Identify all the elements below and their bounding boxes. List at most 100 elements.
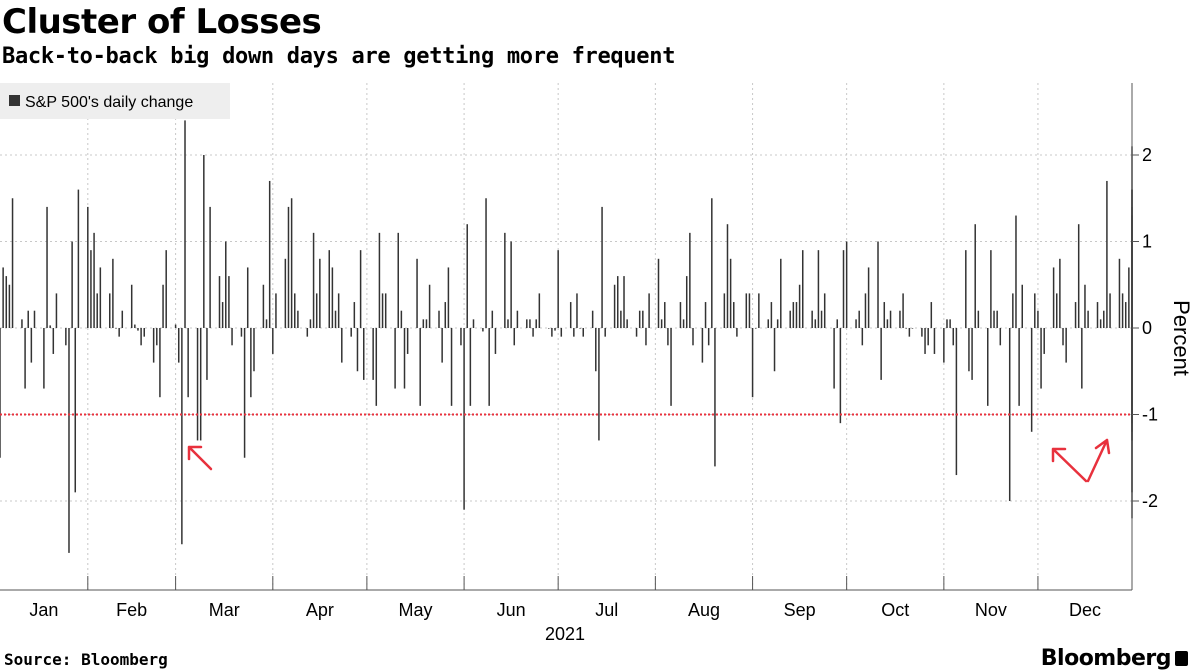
bar bbox=[406, 328, 409, 354]
bar bbox=[1074, 302, 1077, 328]
bar bbox=[416, 258, 418, 328]
bar bbox=[880, 328, 882, 380]
x-tick-label: Dec bbox=[1069, 600, 1101, 620]
bar bbox=[551, 328, 553, 337]
x-tick-label: Nov bbox=[975, 600, 1007, 620]
bar bbox=[297, 310, 299, 328]
bar bbox=[576, 293, 578, 328]
x-axis-year-label: 2021 bbox=[545, 624, 585, 644]
bar bbox=[595, 328, 597, 372]
bar bbox=[679, 302, 682, 328]
x-tick-label: Jun bbox=[497, 600, 526, 620]
annotation-arrow-march bbox=[187, 445, 213, 471]
bar bbox=[548, 328, 550, 329]
bar bbox=[745, 293, 748, 328]
bar bbox=[118, 328, 120, 337]
bar bbox=[987, 328, 989, 406]
bar bbox=[858, 310, 860, 328]
bar bbox=[372, 328, 374, 380]
bar bbox=[598, 328, 600, 441]
bar bbox=[908, 328, 911, 337]
y-tick-label: 1 bbox=[1142, 232, 1152, 252]
bar bbox=[974, 224, 976, 328]
bar bbox=[1118, 258, 1121, 328]
bar bbox=[726, 224, 729, 328]
bar bbox=[49, 325, 51, 328]
bar bbox=[331, 267, 334, 328]
bar bbox=[993, 310, 995, 328]
bar bbox=[159, 328, 161, 398]
bar bbox=[507, 319, 509, 328]
bar bbox=[670, 328, 672, 406]
bar bbox=[156, 328, 158, 346]
bar bbox=[375, 328, 378, 406]
bar bbox=[689, 232, 691, 328]
bar bbox=[0, 328, 1, 458]
bar bbox=[309, 319, 312, 328]
bar bbox=[460, 328, 462, 346]
bar bbox=[1128, 267, 1130, 328]
y-tick-label: -2 bbox=[1142, 491, 1158, 511]
bar bbox=[946, 319, 948, 328]
bar bbox=[1034, 293, 1036, 328]
bar bbox=[836, 319, 838, 328]
source-note: Source: Bloomberg bbox=[4, 650, 168, 669]
bar bbox=[554, 328, 556, 331]
bar bbox=[134, 324, 136, 328]
bar bbox=[642, 310, 644, 328]
x-tick-label: Oct bbox=[881, 600, 909, 620]
bar bbox=[27, 310, 29, 328]
bar bbox=[55, 293, 58, 328]
bar bbox=[798, 284, 801, 328]
bar bbox=[792, 302, 795, 328]
bar bbox=[1081, 328, 1083, 389]
bar bbox=[842, 250, 845, 328]
bar bbox=[8, 284, 11, 328]
bar bbox=[250, 328, 252, 398]
bar bbox=[1021, 284, 1023, 328]
x-tick-label: Jan bbox=[29, 600, 58, 620]
bar bbox=[272, 328, 274, 354]
bar bbox=[74, 328, 77, 493]
bar bbox=[767, 319, 770, 328]
bar bbox=[46, 206, 48, 328]
bar bbox=[87, 206, 89, 328]
bar bbox=[488, 328, 490, 406]
bar bbox=[5, 276, 8, 328]
bar bbox=[294, 293, 296, 328]
bar bbox=[770, 302, 773, 328]
bar bbox=[206, 328, 208, 380]
bar bbox=[482, 328, 484, 332]
bar bbox=[886, 319, 889, 328]
bar bbox=[494, 328, 497, 354]
bar bbox=[582, 328, 584, 337]
bar bbox=[968, 328, 970, 372]
bar bbox=[861, 328, 864, 346]
bar bbox=[707, 328, 710, 346]
bar bbox=[883, 302, 886, 328]
bloomberg-terminal-icon bbox=[1175, 651, 1188, 666]
bar bbox=[864, 293, 867, 328]
bar bbox=[93, 232, 95, 328]
bar bbox=[569, 302, 572, 328]
bar bbox=[403, 328, 406, 389]
bar bbox=[999, 328, 1002, 346]
bar bbox=[955, 328, 958, 476]
bar bbox=[225, 241, 227, 328]
bar bbox=[306, 328, 309, 337]
bar bbox=[319, 258, 321, 328]
bar bbox=[510, 241, 512, 328]
bar bbox=[902, 293, 904, 328]
bar bbox=[1015, 215, 1017, 328]
bar bbox=[362, 328, 365, 380]
bar bbox=[77, 189, 80, 328]
bar bbox=[112, 258, 114, 328]
bar bbox=[833, 328, 835, 389]
chart-subtitle: Back-to-back big down days are getting m… bbox=[2, 44, 676, 69]
bar bbox=[400, 310, 403, 328]
bar bbox=[1055, 293, 1058, 328]
bar bbox=[529, 319, 531, 328]
bar bbox=[284, 258, 287, 328]
bar bbox=[2, 267, 4, 328]
x-tick-label: Feb bbox=[116, 600, 147, 620]
